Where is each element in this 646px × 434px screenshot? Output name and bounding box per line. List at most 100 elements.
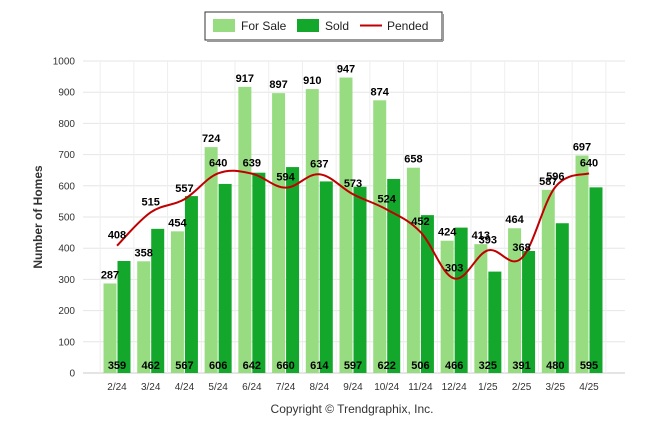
legend-label-pended: Pended [387, 19, 428, 33]
bar-sold [353, 186, 367, 373]
y-tick-label: 100 [58, 337, 75, 348]
bar-sold [454, 227, 468, 373]
x-tick-label: 3/24 [141, 382, 161, 393]
bar-for-sale [238, 86, 252, 374]
x-tick-label: 12/24 [442, 382, 467, 393]
label-pended: 452 [411, 216, 429, 228]
label-pended: 596 [546, 171, 564, 183]
x-tick-label: 2/25 [512, 382, 532, 393]
legend: For Sale Sold Pended [204, 11, 444, 42]
bar-sold [184, 196, 198, 373]
label-pended: 557 [175, 183, 193, 195]
x-tick-label: 10/24 [374, 382, 399, 393]
label-pended: 640 [209, 157, 227, 169]
label-for-sale: 658 [404, 154, 422, 166]
label-sold: 567 [175, 360, 193, 372]
bar-sold [252, 172, 266, 373]
label-for-sale: 424 [438, 227, 457, 239]
bar-for-sale [272, 93, 286, 374]
bar-sold [589, 187, 603, 373]
y-tick-label: 600 [58, 181, 75, 192]
label-pended: 408 [108, 230, 126, 242]
y-tick-label: 300 [58, 275, 75, 286]
bar-for-sale [137, 261, 151, 373]
label-for-sale: 587 [539, 176, 557, 188]
legend-swatch-sold [297, 19, 319, 32]
bar-for-sale [170, 231, 184, 373]
label-sold: 597 [344, 360, 362, 372]
y-tick-label: 800 [58, 119, 75, 130]
x-tick-label: 4/25 [579, 382, 599, 393]
bar-for-sale [103, 283, 117, 373]
bar-for-sale [541, 189, 555, 373]
y-tick-label: 900 [58, 88, 75, 99]
copyright-credit: Copyright © Trendgraphix, Inc. [271, 402, 434, 416]
label-pended: 637 [310, 158, 328, 170]
label-sold: 506 [411, 360, 429, 372]
label-for-sale: 464 [505, 214, 524, 226]
label-sold: 595 [580, 360, 598, 372]
label-pended: 368 [512, 242, 530, 254]
y-tick-label: 500 [58, 213, 75, 224]
label-for-sale: 287 [101, 269, 119, 281]
y-tick-label: 200 [58, 306, 75, 317]
y-tick-label: 400 [58, 244, 75, 255]
bar-sold [420, 215, 434, 373]
label-for-sale: 910 [303, 75, 321, 87]
label-sold: 466 [445, 360, 463, 372]
bar-for-sale [339, 77, 353, 373]
x-tick-label: 9/24 [343, 382, 363, 393]
bar-sold [286, 167, 300, 373]
label-sold: 325 [479, 360, 497, 372]
y-tick-label: 0 [69, 369, 75, 380]
bar-sold [555, 223, 569, 373]
bar-for-sale [305, 89, 319, 373]
y-tick-label: 1000 [53, 57, 76, 68]
label-for-sale: 358 [135, 247, 153, 259]
label-for-sale: 724 [202, 133, 221, 145]
x-tick-label: 6/24 [242, 382, 262, 393]
bar-for-sale [575, 155, 589, 373]
label-for-sale: 454 [168, 217, 187, 229]
x-tick-label: 8/24 [310, 382, 330, 393]
x-tick-label: 7/24 [276, 382, 296, 393]
label-sold: 359 [108, 360, 126, 372]
label-sold: 642 [243, 360, 261, 372]
bar-for-sale [474, 244, 488, 373]
x-tick-label: 3/25 [546, 382, 566, 393]
bar-for-sale [508, 228, 522, 373]
label-pended: 524 [378, 194, 397, 206]
label-for-sale: 897 [269, 79, 287, 91]
bar-for-sale [373, 100, 387, 373]
x-tick-label: 2/24 [107, 382, 127, 393]
bar-for-sale [406, 167, 420, 373]
label-pended: 393 [479, 234, 497, 246]
label-for-sale: 874 [371, 86, 390, 98]
label-sold: 660 [276, 360, 294, 372]
bar-sold [117, 260, 131, 373]
label-sold: 614 [310, 360, 329, 372]
bar-sold [387, 178, 401, 373]
bar-for-sale [204, 147, 218, 373]
label-pended: 639 [243, 158, 261, 170]
x-tick-label: 4/24 [175, 382, 195, 393]
label-sold: 606 [209, 360, 227, 372]
label-pended: 515 [142, 196, 160, 208]
label-for-sale: 413 [472, 230, 490, 242]
bar-sold [319, 181, 333, 373]
legend-label-for-sale: For Sale [241, 19, 287, 33]
label-sold: 462 [142, 360, 160, 372]
label-for-sale: 917 [236, 73, 254, 85]
bar-sold [218, 183, 232, 373]
x-tick-label: 1/25 [478, 382, 498, 393]
label-pended: 303 [445, 262, 463, 274]
y-tick-label: 700 [58, 150, 75, 161]
x-tick-label: 11/24 [408, 382, 433, 393]
label-pended: 640 [580, 157, 598, 169]
legend-swatch-for-sale [213, 19, 235, 32]
label-for-sale: 947 [337, 64, 355, 76]
label-sold: 622 [378, 360, 396, 372]
bar-sold [151, 228, 165, 373]
label-sold: 480 [546, 360, 564, 372]
